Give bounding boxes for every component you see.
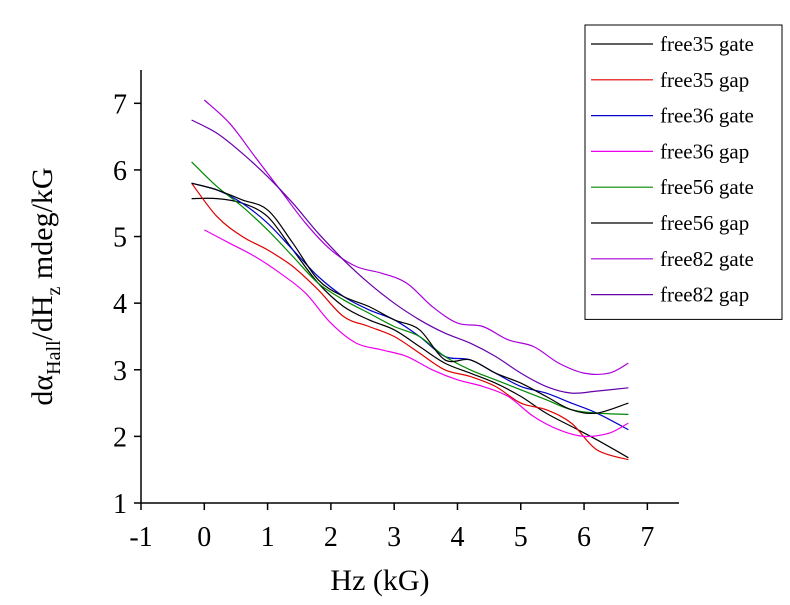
- legend-label: free82 gap: [660, 283, 749, 307]
- y-tick-label: 4: [113, 289, 127, 320]
- legend-label: free56 gate: [660, 175, 754, 199]
- x-tick-label: 4: [450, 522, 464, 553]
- series-line-1: [191, 182, 629, 461]
- series-line-4: [191, 161, 629, 415]
- tick-labels: -1 0 1 2 3 4 5 6 7 1 2 3 4 5 6 7: [113, 89, 654, 553]
- y-tick-label: 3: [113, 356, 127, 387]
- legend-label: free35 gap: [660, 68, 749, 92]
- legend-label: free36 gate: [660, 104, 754, 128]
- legend-label: free56 gap: [660, 211, 749, 235]
- x-tick-label: 5: [514, 522, 528, 553]
- x-tick-label: 0: [197, 522, 211, 553]
- y-axis-title: dαHall/dHz mdeg/kG: [26, 167, 65, 405]
- x-tick-label: 7: [640, 522, 654, 553]
- x-tick-label: 6: [577, 522, 591, 553]
- series-line-2: [191, 182, 629, 431]
- y-axis-title-sub2: z: [43, 286, 65, 295]
- y-tick-label: 5: [113, 223, 127, 254]
- x-tick-label: 2: [324, 522, 338, 553]
- series-line-6: [203, 99, 629, 375]
- y-axis-title-sub1: Hall: [43, 340, 65, 375]
- x-tick-label: 1: [261, 522, 275, 553]
- y-tick-label: 2: [113, 422, 127, 453]
- x-tick-label: 3: [387, 522, 401, 553]
- legend: free35 gate free35 gap free36 gate free36 g…: [584, 24, 783, 320]
- series-line-7: [191, 119, 629, 394]
- y-tick-label: 1: [113, 489, 127, 520]
- legend-label: free36 gap: [660, 139, 749, 163]
- series-line-3: [204, 229, 629, 438]
- y-axis-title-end: mdeg/kG: [26, 167, 59, 286]
- y-axis-title-base: dα: [26, 375, 59, 406]
- axes: [134, 70, 679, 510]
- legend-label: free82 gate: [660, 247, 754, 271]
- legend-box: [584, 24, 783, 320]
- svg-text:dαHall/dHz mdeg/kG: dαHall/dHz mdeg/kG: [26, 167, 65, 405]
- series-line-0: [191, 197, 629, 459]
- series-layer: [191, 99, 629, 461]
- series-line-5: [191, 182, 629, 415]
- y-tick-label: 7: [113, 89, 127, 120]
- x-tick-label: -1: [129, 522, 152, 553]
- legend-label: free35 gate: [660, 32, 754, 56]
- y-axis-title-mid: /dH: [26, 295, 59, 340]
- y-tick-label: 6: [113, 156, 127, 187]
- x-axis-title: Hz (kG): [330, 564, 429, 597]
